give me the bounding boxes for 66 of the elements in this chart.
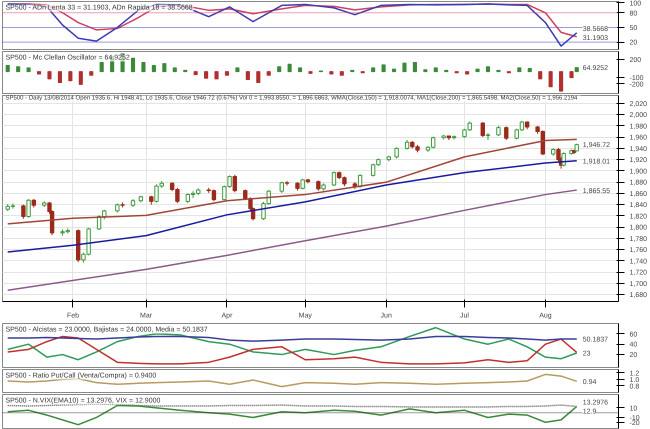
bar [246,71,250,80]
bar [340,71,344,76]
bar [224,71,230,76]
bar [528,68,532,72]
bar [58,71,62,84]
bar [548,71,553,88]
bar [6,65,10,72]
line-series [6,160,578,253]
candlestick [394,146,399,160]
bar [204,71,208,79]
candlestick [149,195,154,206]
bar [382,64,386,72]
bar [141,62,146,72]
bar [47,71,52,80]
bar [412,62,417,72]
bar [559,71,564,92]
bar [538,71,542,80]
candlestick [232,174,237,193]
bar [574,67,579,72]
candlestick [496,125,501,137]
bar [266,71,271,76]
bar [392,68,396,72]
candlestick [26,198,31,218]
bar [194,71,198,76]
bar [277,66,282,72]
bar [288,64,292,72]
line-series [6,374,578,388]
bar [235,67,240,72]
candlestick [332,170,336,187]
line-series [6,404,578,426]
candlestick [404,139,410,150]
bar [517,67,522,72]
candlestick [115,203,120,214]
bar [68,71,72,82]
candlestick [280,181,284,194]
bar [162,63,166,72]
candlestick [480,121,485,138]
bar [26,67,31,72]
bar [214,71,219,80]
candlestick [316,180,321,192]
bar [371,67,376,72]
bar [130,58,136,72]
bar [465,71,470,75]
bar [569,71,574,78]
bar [486,66,490,72]
bar [256,71,260,84]
bar [89,71,94,76]
line-series [6,326,578,360]
line-series [6,189,578,291]
bar [152,65,156,72]
bar [100,62,104,72]
bar [402,62,407,72]
bar [36,71,42,75]
bar [475,68,480,72]
bar [434,67,438,72]
line-series [6,336,578,365]
bar [78,71,83,85]
candlestick [21,204,26,220]
line-series [6,138,578,225]
candlestick [561,152,566,167]
candlestick [300,178,305,190]
candlestick [504,126,508,140]
bar [298,67,302,72]
bar [329,71,334,75]
bar [172,67,177,72]
bar [16,66,20,72]
